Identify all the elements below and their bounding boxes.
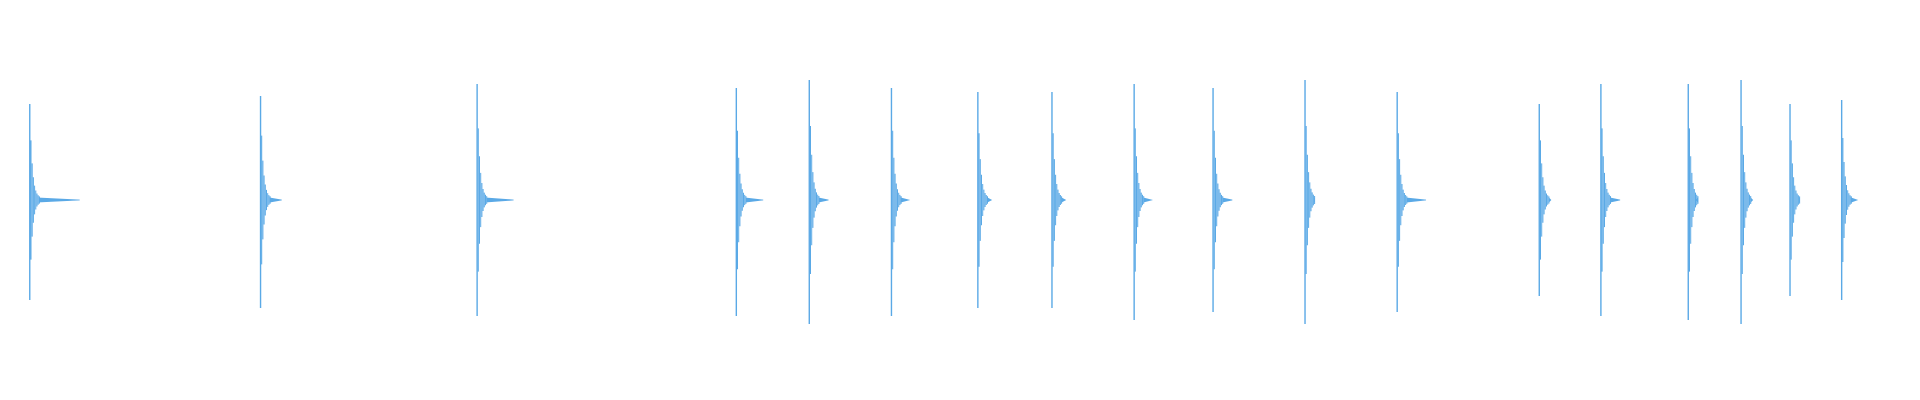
waveform-transient: [977, 92, 993, 308]
waveform-transient: [1600, 84, 1621, 316]
waveform-transient: [1051, 92, 1067, 308]
transient-decay: [1601, 128, 1611, 272]
transient-decay: [1052, 133, 1063, 267]
waveform-transient: [1538, 104, 1552, 296]
transient-decay: [1397, 133, 1408, 267]
waveform-transient: [808, 80, 829, 324]
waveform-transient: [1133, 84, 1153, 320]
waveform-transient: [1396, 92, 1427, 312]
transient-tail: [987, 197, 993, 203]
transient-decay: [1134, 128, 1145, 272]
transient-tail: [39, 197, 80, 203]
waveform-transient: [1740, 80, 1754, 324]
transient-tail: [486, 197, 514, 203]
transient-tail: [1406, 197, 1427, 203]
transient-tail: [745, 197, 764, 203]
transient-tail: [900, 197, 911, 203]
transient-tail: [1695, 197, 1699, 203]
waveform-transient: [476, 84, 514, 316]
transient-tail: [1850, 197, 1859, 203]
transient-decay: [892, 130, 902, 270]
transient-tail: [269, 197, 282, 203]
transient-decay: [1741, 126, 1752, 274]
waveform-transient: [1304, 80, 1316, 324]
transient-decay: [1213, 130, 1224, 270]
waveform-transient: [29, 104, 80, 300]
transient-decay: [261, 135, 271, 265]
transient-tail: [1548, 196, 1552, 204]
transient-tail: [1222, 197, 1233, 203]
transient-decay: [1305, 126, 1316, 274]
waveform-transient: [890, 88, 911, 316]
waveform-transient: [1687, 84, 1699, 320]
transient-tail: [1610, 197, 1621, 203]
transient-decay: [737, 130, 747, 270]
transient-decay: [30, 140, 40, 260]
waveform-transient: [1212, 88, 1233, 312]
transient-decay: [1790, 140, 1801, 260]
waveform-transient: [1789, 104, 1801, 296]
waveform-transient: [735, 88, 764, 316]
transient-decay: [978, 133, 988, 267]
transient-decay: [810, 126, 820, 274]
transient-decay: [477, 128, 488, 272]
waveform-peaks: [29, 80, 1859, 324]
waveform-transient: [1840, 100, 1859, 300]
transient-tail: [818, 197, 829, 203]
transient-tail: [1143, 197, 1153, 203]
transient-tail: [1061, 197, 1067, 203]
transient-decay: [1842, 138, 1852, 262]
transient-decay: [1540, 140, 1550, 260]
transient-tail: [1750, 196, 1754, 204]
waveform-transient: [259, 96, 282, 308]
